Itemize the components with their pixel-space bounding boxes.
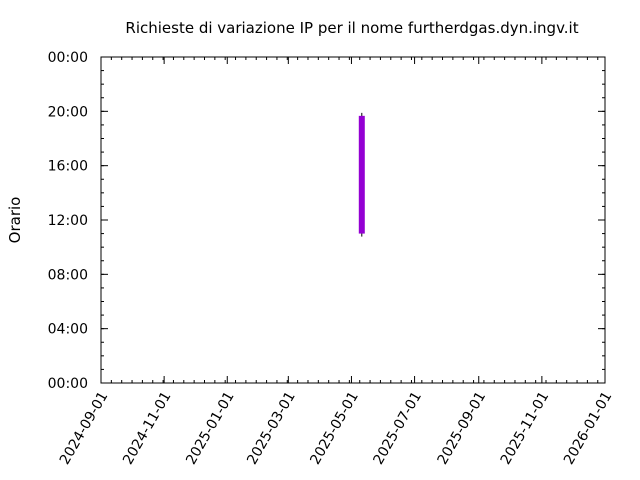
y-axis-label: Orario bbox=[6, 197, 24, 244]
major-ticks bbox=[100, 56, 606, 384]
y-tick-label: 16:00 bbox=[48, 159, 88, 175]
x-tick-label: 2025-03-01 bbox=[244, 389, 299, 467]
x-tick-label: 2024-11-01 bbox=[120, 389, 175, 467]
y-tick-label: 08:00 bbox=[48, 267, 88, 283]
y-tick-label: 00:00 bbox=[48, 376, 88, 392]
x-tick-label: 2025-05-01 bbox=[307, 389, 362, 467]
y-tick-label: 04:00 bbox=[48, 322, 88, 338]
y-tick-label: 00:00 bbox=[48, 50, 88, 66]
minor-ticks bbox=[100, 56, 605, 384]
data-bars bbox=[358, 112, 365, 237]
chart-title: Richieste di variazione IP per il nome f… bbox=[125, 19, 578, 37]
x-tick-label: 2025-11-01 bbox=[498, 389, 553, 467]
x-tick-label: 2025-09-01 bbox=[435, 389, 490, 467]
data-bar bbox=[358, 115, 365, 234]
plot-frame bbox=[100, 56, 606, 384]
x-tick-label: 2025-07-01 bbox=[370, 389, 425, 467]
x-tick-label: 2025-01-01 bbox=[183, 389, 238, 467]
x-tick-label: 2024-09-01 bbox=[57, 389, 112, 467]
y-tick-label: 12:00 bbox=[48, 213, 88, 229]
x-tick-labels: 2024-09-01 2024-11-01 2025-01-01 2025-03-01… bbox=[57, 389, 616, 467]
x-tick-label: 2026-01-01 bbox=[561, 389, 616, 467]
y-tick-labels: 00:00 04:00 08:00 12:00 16:00 20:00 00:00 bbox=[48, 50, 88, 392]
y-tick-label: 20:00 bbox=[48, 104, 88, 120]
